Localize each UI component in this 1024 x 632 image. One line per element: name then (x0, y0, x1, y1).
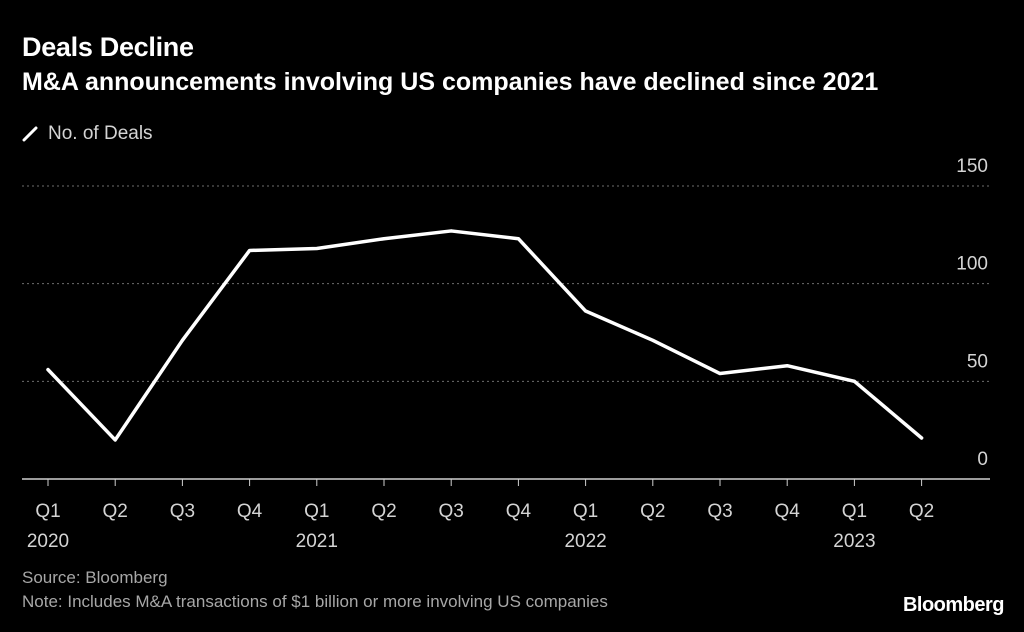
data-point (584, 309, 588, 313)
y-tick-label: 50 (967, 351, 988, 372)
y-axis-ticks: 0 50 100 150 (956, 156, 988, 470)
legend-label: No. of Deals (48, 123, 153, 144)
brand-logo: Bloomberg (902, 594, 1005, 616)
grid-lines (22, 185, 990, 480)
data-point (718, 372, 722, 376)
data-point (46, 368, 50, 372)
data-point (315, 247, 319, 251)
x-tick-label: Q2 (371, 501, 396, 522)
x-axis-ticks: Q1 Q2 Q3 Q4 Q1 Q2 Q3 Q4 Q1 Q2 Q3 Q4 Q1 Q2 2020 2021 2022… (27, 479, 934, 552)
x-tick-label: Q2 (909, 501, 934, 522)
line-swatch-icon (22, 126, 38, 142)
x-tick-label: Q4 (506, 501, 532, 522)
x-year-label: 2022 (564, 531, 606, 552)
data-point (113, 438, 117, 442)
y-tick-label: 100 (956, 254, 988, 275)
data-point (382, 237, 386, 241)
data-point (449, 229, 453, 233)
data-point (920, 436, 924, 440)
data-point (516, 237, 520, 241)
x-tick-label: Q1 (304, 501, 329, 522)
legend: No. of Deals (22, 123, 153, 145)
chart-subtitle: M&A announcements involving US companies… (22, 68, 879, 96)
data-point (852, 379, 856, 383)
footnote: Note: Includes M&A transactions of $1 bi… (22, 592, 608, 611)
x-tick-label: Q3 (170, 501, 195, 522)
data-point (180, 338, 184, 342)
chart-title: Deals Decline (22, 32, 194, 62)
series-layer (46, 229, 924, 442)
y-tick-label: 0 (977, 449, 988, 470)
x-year-label: 2023 (833, 531, 875, 552)
x-tick-label: Q4 (775, 501, 801, 522)
series-line-no-of-deals (46, 229, 924, 442)
x-year-label: 2020 (27, 531, 69, 552)
x-tick-label: Q3 (439, 501, 464, 522)
data-point (248, 248, 252, 252)
x-tick-label: Q2 (103, 501, 128, 522)
x-tick-label: Q1 (573, 501, 598, 522)
x-tick-label: Q1 (35, 501, 60, 522)
x-tick-label: Q2 (640, 501, 665, 522)
y-tick-label: 150 (956, 156, 988, 177)
x-year-label: 2021 (296, 531, 338, 552)
data-point (651, 338, 655, 342)
x-tick-label: Q4 (237, 501, 263, 522)
data-point (785, 364, 789, 368)
x-tick-label: Q1 (842, 501, 867, 522)
source-note: Source: Bloomberg (22, 568, 168, 587)
x-tick-label: Q3 (707, 501, 732, 522)
